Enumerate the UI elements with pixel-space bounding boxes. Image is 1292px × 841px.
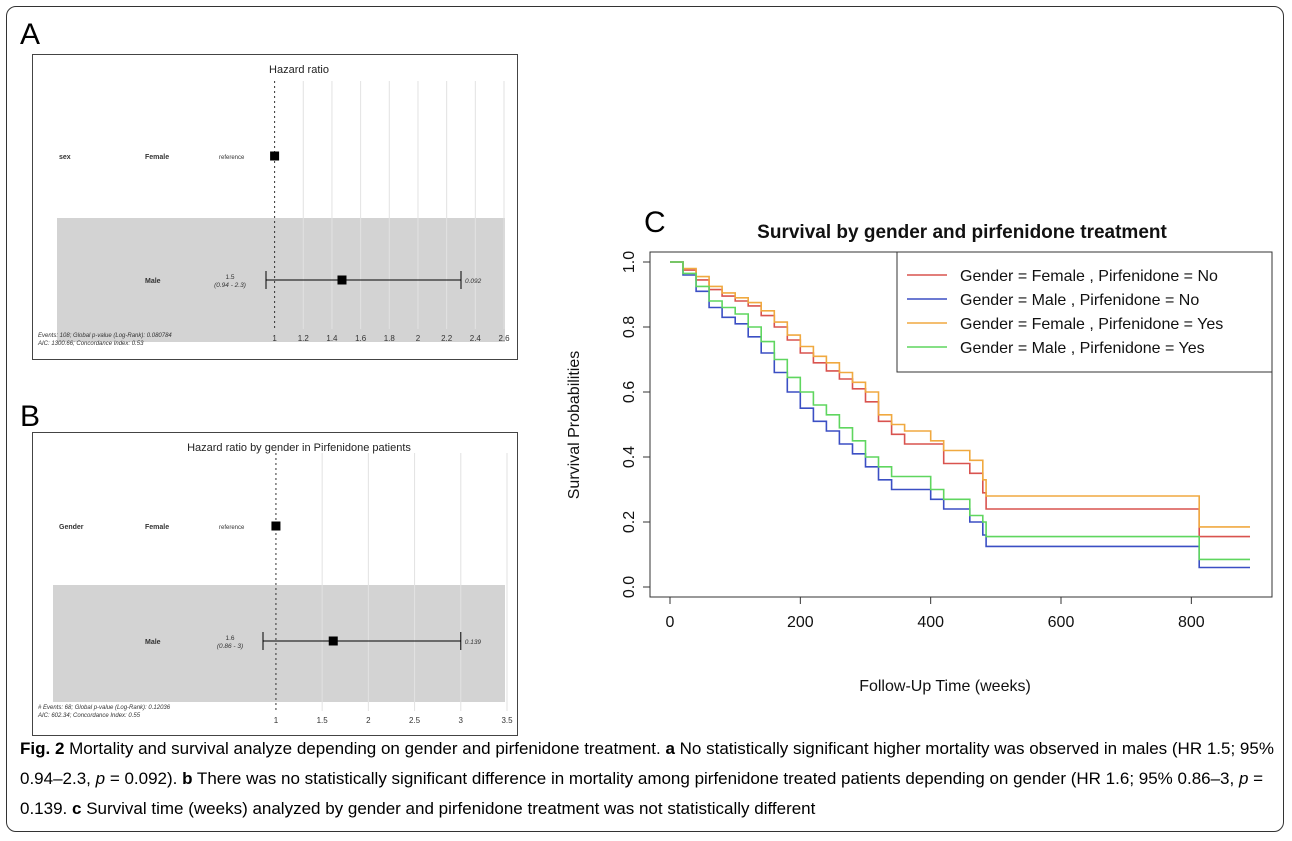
forest-tick-label: 2 bbox=[416, 334, 421, 343]
forest-footer-text: AIC: 602.34; Concordance Index: 0.55 bbox=[37, 713, 141, 719]
forest-plot-b: 1 1.5 2 2.5 3 3.5 Hazard ratio by gender in Pi… bbox=[32, 432, 518, 736]
forest-tick-label: 3.5 bbox=[501, 716, 513, 725]
forest-ci-label: (0.94 - 2.3) bbox=[214, 282, 246, 289]
forest-variable-label: sex bbox=[59, 154, 71, 161]
forest-row-level: Male bbox=[145, 639, 161, 646]
forest-tick-label: 1.4 bbox=[326, 334, 338, 343]
legend-label: Gender = Male , Pirfenidone = Yes bbox=[960, 340, 1205, 357]
forest-reference-text: reference bbox=[219, 525, 245, 531]
caption-a-letter: a bbox=[665, 739, 675, 758]
x-tick-label: 0 bbox=[666, 614, 675, 631]
forest-p-value: 0.092 bbox=[465, 278, 482, 285]
forest-tick-label: 1 bbox=[272, 334, 277, 343]
x-tick-label: 400 bbox=[917, 614, 944, 631]
caption-b-text: There was no statistically significant d… bbox=[192, 769, 1239, 788]
forest-row-level: Female bbox=[145, 154, 169, 161]
forest-row-level: Female bbox=[145, 524, 169, 531]
forest-row-level: Male bbox=[145, 278, 161, 285]
forest-point-estimate bbox=[328, 636, 338, 646]
forest-footer-text: Events: 108; Global p-value (Log-Rank): … bbox=[38, 333, 172, 339]
survival-curve-3 bbox=[670, 261, 1250, 528]
caption-a-text: No statistically significant higher mort… bbox=[20, 739, 1274, 788]
forest-tick-label: 2.6 bbox=[498, 334, 510, 343]
forest-plot-b-svg: 1 1.5 2 2.5 3 3.5 Hazard ratio by gender in Pi… bbox=[37, 442, 513, 725]
legend-label: Gender = Male , Pirfenidone = No bbox=[960, 292, 1199, 309]
legend-label: Gender = Female , Pirfenidone = Yes bbox=[960, 316, 1223, 333]
forest-footer-text: AIC: 1300.66; Concordance Index: 0.53 bbox=[37, 341, 144, 347]
forest-ci-label: (0.86 - 3) bbox=[217, 643, 243, 650]
caption-c-text: Survival time (weeks) analyzed by gender… bbox=[81, 799, 816, 818]
survival-curve-2 bbox=[670, 261, 1250, 569]
survival-curve-4 bbox=[670, 261, 1250, 561]
y-axis-label: Survival Probabilities bbox=[566, 351, 583, 500]
forest-tick-label: 1.5 bbox=[317, 716, 329, 725]
survival-plot-svg: Survival by gender and pirfenidone treat… bbox=[566, 222, 1273, 695]
y-tick-label: 0.8 bbox=[621, 316, 638, 338]
forest-hr-label: 1.5 bbox=[225, 274, 234, 281]
caption-b-letter: b bbox=[182, 769, 193, 788]
survival-legend-box bbox=[896, 251, 1273, 373]
caption-c-letter: c bbox=[72, 799, 82, 818]
caption-a-p: p bbox=[95, 769, 106, 788]
figure-caption: Fig. 2 Mortality and survival analyze de… bbox=[20, 734, 1275, 824]
forest-tick-label: 3 bbox=[459, 716, 464, 725]
x-axis-label: Follow-Up Time (weeks) bbox=[859, 678, 1031, 695]
caption-b-p: p bbox=[1238, 769, 1249, 788]
forest-variable-label: Gender bbox=[59, 524, 84, 531]
y-tick-label: 0.6 bbox=[621, 381, 638, 403]
forest-tick-label: 1.8 bbox=[384, 334, 396, 343]
x-tick-label: 600 bbox=[1048, 614, 1075, 631]
caption-intro: Mortality and survival analyze depending… bbox=[64, 739, 666, 758]
forest-p-value: 0.139 bbox=[465, 639, 482, 646]
forest-reference-text: reference bbox=[219, 155, 245, 161]
forest-plot-a-svg: 1 1.2 1.4 1.6 1.8 2 2.2 2.4 2.6 Hazard ratio sex Fe… bbox=[37, 64, 510, 347]
y-tick-label: 1.0 bbox=[621, 251, 638, 273]
panel-letter-c: C bbox=[644, 206, 666, 239]
forest-hr-label: 1.6 bbox=[225, 635, 234, 642]
forest-tick-label: 2.4 bbox=[470, 334, 482, 343]
forest-point-estimate bbox=[271, 521, 281, 531]
forest-tick-label: 1.6 bbox=[355, 334, 367, 343]
forest-footer-text: # Events: 68; Global p-value (Log-Rank):… bbox=[38, 705, 171, 711]
forest-tick-label: 2.5 bbox=[409, 716, 421, 725]
forest-point-estimate bbox=[270, 151, 280, 161]
panel-letter-a: A bbox=[20, 18, 41, 51]
caption-a-text-end: = 0.092). bbox=[105, 769, 183, 788]
panel-letter-b: B bbox=[20, 400, 41, 433]
figure-frame bbox=[6, 6, 1284, 832]
forest-row-shade bbox=[53, 585, 505, 702]
forest-point-estimate bbox=[337, 275, 347, 285]
forest-tick-label: 1.2 bbox=[298, 334, 310, 343]
forest-plot-a: 1 1.2 1.4 1.6 1.8 2 2.2 2.4 2.6 Hazard ratio sex Fe… bbox=[32, 54, 518, 360]
forest-tick-label: 2 bbox=[366, 716, 371, 725]
y-tick-label: 0.4 bbox=[621, 446, 638, 468]
x-tick-label: 800 bbox=[1178, 614, 1205, 631]
caption-b-text-end: = 0.139. bbox=[20, 769, 1264, 818]
forest-title: Hazard ratio by gender in Pirfenidone pa… bbox=[187, 442, 411, 454]
y-tick-label: 0.0 bbox=[621, 576, 638, 598]
y-tick-label: 0.2 bbox=[621, 511, 638, 533]
survival-title: Survival by gender and pirfenidone treat… bbox=[757, 222, 1167, 243]
forest-title: Hazard ratio bbox=[269, 64, 329, 76]
caption-fig-label: Fig. 2 bbox=[20, 739, 65, 758]
forest-tick-label: 2.2 bbox=[441, 334, 453, 343]
x-tick-label: 200 bbox=[787, 614, 814, 631]
legend-label: Gender = Female , Pirfenidone = No bbox=[960, 268, 1218, 285]
forest-tick-label: 1 bbox=[274, 716, 279, 725]
